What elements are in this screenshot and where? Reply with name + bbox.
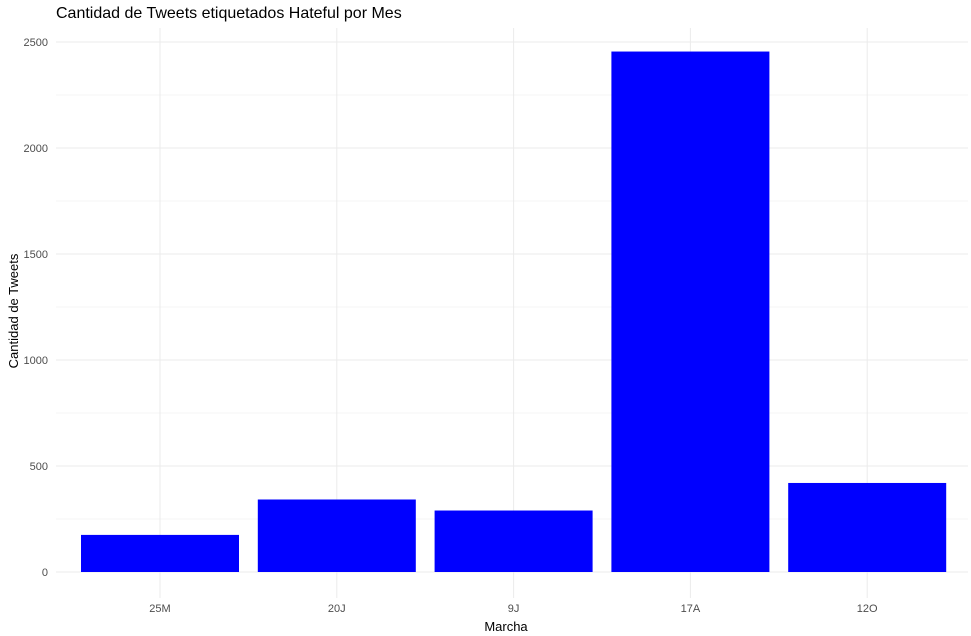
y-tick-label: 2000 xyxy=(24,143,48,155)
y-tick-label: 2500 xyxy=(24,37,48,49)
x-tick-label: 17A xyxy=(681,603,701,615)
x-tick-label: 9J xyxy=(508,603,520,615)
y-axis-title: Cantidad de Tweets xyxy=(6,253,21,368)
x-axis-ticks: 25M 20J 9J 17A 12O xyxy=(149,603,878,615)
bar-12O xyxy=(788,482,947,572)
bar-25M xyxy=(81,534,239,572)
bar-9J xyxy=(434,510,593,572)
y-tick-label: 0 xyxy=(42,567,48,579)
y-tick-label: 1000 xyxy=(24,355,48,367)
y-tick-label: 1500 xyxy=(24,249,48,261)
bar-20J xyxy=(257,499,416,572)
bar-17A xyxy=(611,51,770,573)
x-tick-label: 25M xyxy=(149,603,170,615)
chart-title: Cantidad de Tweets etiquetados Hateful p… xyxy=(56,5,402,22)
x-tick-label: 12O xyxy=(857,603,878,615)
x-axis-title: Marcha xyxy=(484,619,528,634)
y-tick-label: 500 xyxy=(30,461,48,473)
x-tick-label: 20J xyxy=(328,603,346,615)
y-axis-ticks: 0 500 1000 1500 2000 2500 xyxy=(24,37,48,579)
bars xyxy=(81,51,947,573)
